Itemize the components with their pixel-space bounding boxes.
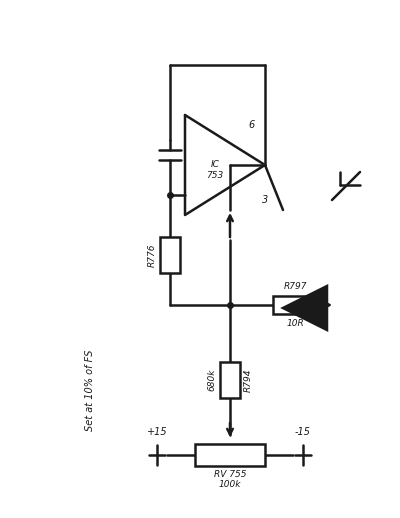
Bar	[273, 296, 317, 314]
Bar	[160, 237, 180, 273]
Text: 10R: 10R	[286, 319, 304, 328]
Text: 3: 3	[262, 195, 268, 205]
Bar	[220, 362, 240, 398]
Text: Set at 10% of FS: Set at 10% of FS	[85, 349, 95, 431]
Bar	[195, 444, 265, 466]
Text: 680k: 680k	[207, 369, 216, 391]
Text: R776: R776	[148, 243, 157, 267]
Text: +15: +15	[147, 427, 167, 437]
Text: R797: R797	[283, 282, 307, 291]
Text: -15: -15	[295, 427, 311, 437]
Polygon shape	[283, 286, 327, 330]
Text: 6: 6	[248, 120, 254, 130]
Text: RV 755
100k: RV 755 100k	[214, 470, 246, 490]
Text: R794: R794	[244, 368, 253, 392]
Text: IC
753: IC 753	[206, 160, 224, 180]
